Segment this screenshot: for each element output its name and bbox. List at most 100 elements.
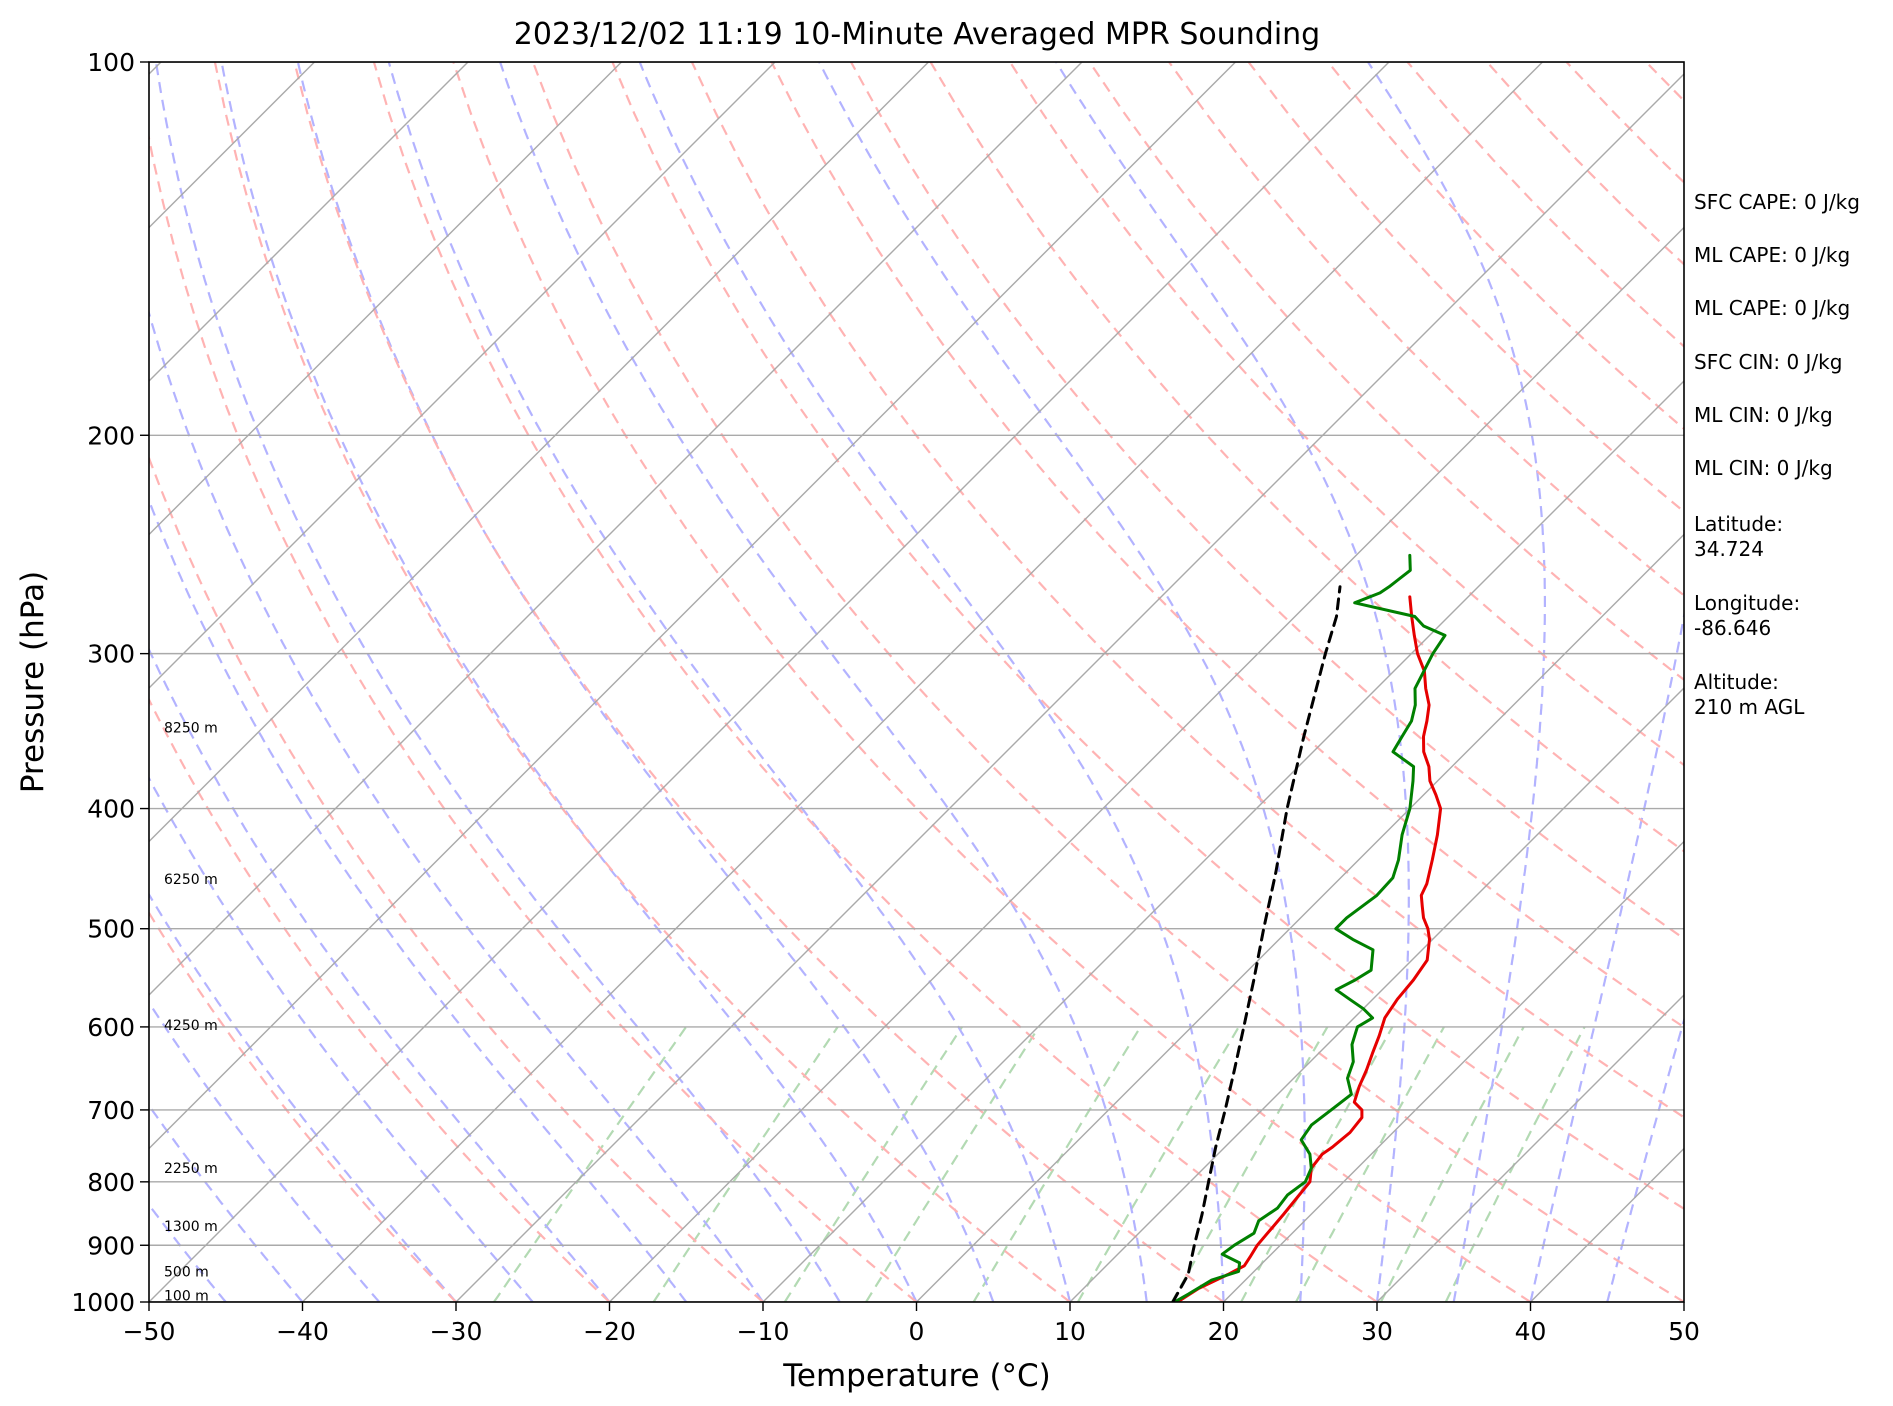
x-tick-label: 30 [1361,1317,1393,1346]
isotherm-line [149,62,622,536]
side-text-line: ML CAPE: 0 J/kg [1694,296,1850,320]
side-text-line: ML CIN: 0 J/kg [1694,456,1833,480]
x-tick-label: 10 [1054,1317,1086,1346]
moist-adiabat-line [149,1103,304,1302]
moist-adiabat-line [818,62,1306,1302]
height-label: 2250 m [164,1161,218,1177]
dry-adiabat-line [1088,62,1684,682]
y-tick-label: 400 [87,795,135,824]
mixing-ratio-line [972,1026,1142,1302]
x-tick-label: −50 [123,1317,176,1346]
side-ml-cin-1: ML CIN: 0 J/kg [1694,403,1833,427]
side-ml-cin-2: ML CIN: 0 J/kg [1694,456,1833,480]
side-text-line: Altitude: [1694,670,1779,694]
moist-adiabat-line [1529,610,1684,1302]
side-text-line: ML CAPE: 0 J/kg [1694,243,1850,267]
y-tick-label: 800 [87,1168,135,1197]
y-axis-ticks: 100 200 300 400 500 600 700 800 900 1000 [71,48,149,1317]
plot-area: 100 m 500 m 1300 m 2250 m 4250 m 6250 m 8250 m [149,62,1684,1304]
isobar-gridlines [149,62,1684,1302]
side-panel: SFC CAPE: 0 J/kg ML CAPE: 0 J/kg ML CAPE: … [1694,190,1860,719]
height-label: 100 m [164,1288,209,1304]
side-longitude: Longitude: -86.646 [1694,591,1800,640]
x-axis-ticks: −50 −40 −30 −20 −10 0 10 20 30 40 50 [123,1302,1700,1346]
isotherm-line [762,380,1684,1302]
moist-adiabat-line [149,1000,381,1302]
isotherm-line [1069,687,1684,1302]
x-tick-label: 0 [909,1317,925,1346]
moist-adiabat-line [638,62,1225,1302]
moist-adiabat-line [149,892,457,1302]
moist-adiabat-line [149,497,688,1302]
x-tick-label: 50 [1668,1317,1700,1346]
isotherm-line [149,62,1236,1150]
side-text-line: ML CIN: 0 J/kg [1694,403,1833,427]
moist-adiabat-line [149,309,764,1302]
mixing-ratio-line [1170,1026,1329,1302]
moist-adiabat-line [1367,62,1547,1302]
side-text-line: 210 m AGL [1694,695,1805,719]
dry-adiabat-line [149,132,918,1302]
moist-adiabat-line [296,62,995,1302]
dry-adiabat-line [452,62,1532,1302]
isotherm-line [149,62,776,689]
side-latitude: Latitude: 34.724 [1694,512,1783,561]
mixing-ratio-line [783,1026,963,1302]
isotherm-line [149,62,929,843]
y-tick-label: 500 [87,915,135,944]
isotherm-line [1376,994,1684,1302]
dry-adiabat-line [770,62,1684,1029]
y-tick-label: 300 [87,640,135,669]
chart-title: 2023/12/02 11:19 10-Minute Averaged MPR … [514,17,1320,52]
y-axis-title: Pressure (hPa) [15,571,51,793]
isotherms [149,62,1684,1302]
side-text-line: Longitude: [1694,591,1800,615]
isotherm-line [455,73,1684,1302]
isotherm-line [149,62,1083,996]
mixing-ratio-line [1076,1026,1240,1302]
isotherm-line [916,533,1684,1302]
x-tick-label: −10 [737,1317,790,1346]
dry-adiabat-line [293,62,1225,1302]
mixing-ratio-line [865,1026,1040,1302]
isotherm-line [609,226,1684,1302]
sounding-series [1171,553,1447,1302]
x-axis-title: Temperature (°C) [782,1358,1051,1394]
side-text-line: SFC CIN: 0 J/kg [1694,350,1842,374]
sounding-line-2 [1172,553,1447,1302]
height-label: 6250 m [164,872,218,888]
x-tick-label: −40 [276,1317,329,1346]
side-ml-cape-2: ML CAPE: 0 J/kg [1694,296,1850,320]
y-tick-label: 200 [87,421,135,450]
dry-adiabat-line [1168,62,1684,597]
dry-adiabat-line [929,62,1684,853]
dry-adiabat-line [149,910,457,1302]
dry-adiabat-line [149,454,764,1302]
y-tick-label: 700 [87,1096,135,1125]
side-text-line: Latitude: [1694,512,1783,536]
moist-adiabat-line [149,776,534,1302]
isotherm-line [149,62,1390,1302]
x-tick-label: 20 [1208,1317,1240,1346]
moist-adiabat-line [220,62,918,1302]
dry-adiabat-line [149,697,611,1302]
height-labels: 100 m 500 m 1300 m 2250 m 4250 m 6250 m 8250 m [164,720,218,1304]
height-label: 1300 m [164,1219,218,1235]
height-label: 8250 m [164,720,218,736]
dry-adiabat-line [690,62,1684,1119]
x-tick-label: 40 [1515,1317,1547,1346]
moist-adiabat-line [387,62,1072,1302]
side-text-line: 34.724 [1694,537,1764,561]
side-text-line: SFC CAPE: 0 J/kg [1694,190,1860,214]
isotherm-line [302,62,1543,1302]
side-sfc-cin: SFC CIN: 0 J/kg [1694,350,1842,374]
sounding-line-1 [1176,595,1443,1302]
y-tick-label: 1000 [71,1288,135,1317]
height-label: 500 m [164,1265,209,1281]
moist-adiabat-line [499,62,1148,1302]
moist-adiabat-line [154,62,841,1302]
height-label: 4250 m [164,1018,218,1034]
dry-adiabat-line [213,62,1071,1302]
dry-adiabat-line [531,62,1684,1302]
